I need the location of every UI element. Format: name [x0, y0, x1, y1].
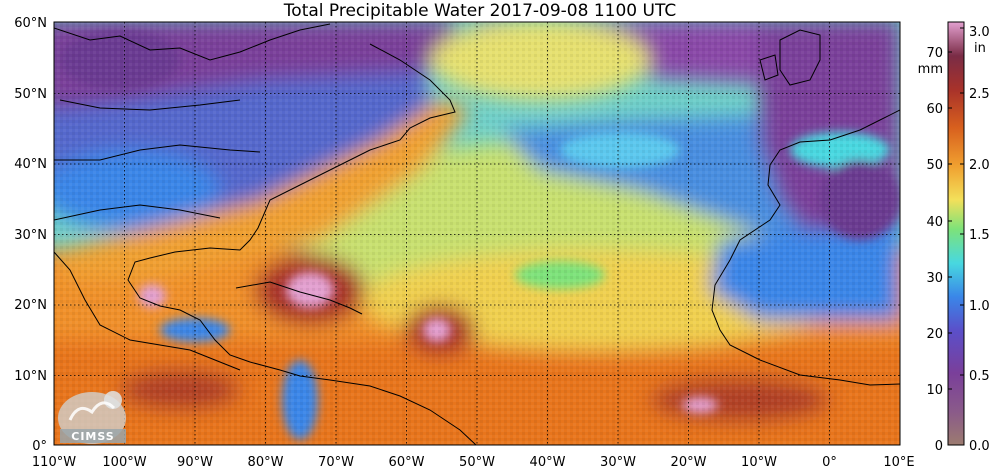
graticule	[54, 22, 900, 445]
colorbar-in-tick: 1.0	[969, 299, 990, 314]
lon-label: 10°W	[741, 455, 777, 470]
colorbar-mm-tick: 20	[926, 327, 943, 342]
lon-label: 10°E	[883, 455, 914, 470]
colorbar-mm-unit: mm	[918, 62, 943, 77]
colorbar-mm-tick: 50	[926, 158, 943, 173]
lon-label: 60°W	[389, 455, 425, 470]
lon-label: 30°W	[600, 455, 636, 470]
lon-label: 40°W	[530, 455, 566, 470]
longitude-labels: 110°W 100°W 90°W 80°W 70°W 60°W 50°W 40°…	[32, 455, 915, 470]
lon-label: 110°W	[32, 455, 76, 470]
colorbar: 0 10 20 30 40 50 60 70 mm 0.0 0.5 1.0 1.…	[918, 21, 990, 454]
lat-label: 20°N	[14, 298, 47, 313]
colorbar-mm-tick: 0	[935, 439, 943, 454]
colorbar-in-tick: 0.0	[969, 439, 990, 454]
colorbar-in-tick: 2.0	[969, 158, 990, 173]
colorbar-in-tick: 0.5	[969, 369, 990, 384]
lon-label: 70°W	[318, 455, 354, 470]
map-frame	[53, 21, 901, 446]
lat-label: 60°N	[14, 16, 47, 31]
lon-label: 100°W	[102, 455, 146, 470]
lon-label: 0°	[822, 455, 837, 470]
colorbar-mm-tick: 10	[926, 383, 943, 398]
colorbar-in-tick: 3.0	[969, 25, 990, 40]
colorbar-in-tick: 1.5	[969, 228, 990, 243]
lat-label: 40°N	[14, 157, 47, 172]
lat-label: 10°N	[14, 369, 47, 384]
lat-label: 50°N	[14, 87, 47, 102]
lat-label: 0°	[32, 439, 47, 454]
cimss-logo: CIMSS	[58, 391, 126, 444]
cimss-logo-text: CIMSS	[71, 430, 114, 443]
colorbar-mm-tick: 70	[926, 46, 943, 61]
latitude-labels: 60°N 50°N 40°N 30°N 20°N 10°N 0°	[14, 16, 47, 454]
colorbar-mm-tick: 60	[926, 102, 943, 117]
lon-label: 50°W	[459, 455, 495, 470]
colorbar-mm-tick: 30	[926, 271, 943, 286]
colorbar-mm-tick: 40	[926, 215, 943, 230]
tpw-field	[54, 22, 900, 445]
lon-label: 90°W	[177, 455, 213, 470]
colorbar-in-tick: 2.5	[969, 87, 990, 102]
colorbar-in-unit: in	[974, 41, 986, 56]
lon-label: 80°W	[248, 455, 284, 470]
lon-label: 20°W	[671, 455, 707, 470]
lat-label: 30°N	[14, 228, 47, 243]
chart-title: Total Precipitable Water 2017-09-08 1100…	[283, 1, 677, 21]
